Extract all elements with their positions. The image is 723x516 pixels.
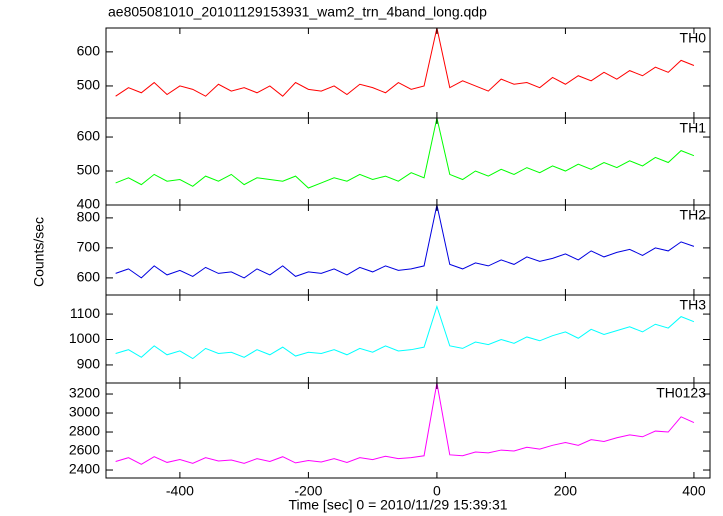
panel-frame — [105, 294, 711, 384]
panel-frame — [105, 117, 711, 206]
y-tick-label: 600 — [77, 43, 101, 59]
panel-frame — [105, 27, 711, 119]
panel-label: TH2 — [680, 207, 707, 223]
y-tick-label: 2800 — [69, 423, 100, 439]
x-tick-label: 400 — [682, 483, 706, 499]
x-tick-label: 0 — [433, 483, 441, 499]
y-tick-label: 1100 — [70, 305, 100, 321]
y-tick-label: 500 — [77, 162, 101, 178]
y-axis-label: Counts/sec — [31, 217, 47, 287]
y-tick-label: 2400 — [69, 461, 100, 477]
y-tick-label: 600 — [77, 128, 101, 144]
y-tick-label: 2600 — [69, 442, 100, 458]
x-axis-label: Time [sec] 0 = 2010/11/29 15:39:31 — [288, 497, 507, 513]
x-tick-label: -200 — [294, 483, 322, 499]
y-tick-label: 500 — [77, 77, 101, 93]
panel-label: TH0123 — [656, 385, 706, 401]
data-line — [115, 304, 695, 360]
y-tick-label: 900 — [77, 356, 101, 372]
panel-label: TH3 — [680, 297, 707, 313]
panel-label: TH0 — [680, 30, 707, 46]
y-tick-label: 800 — [77, 209, 101, 225]
data-line — [115, 204, 695, 279]
data-line — [115, 27, 695, 97]
x-tick-label: -400 — [166, 483, 194, 499]
y-tick-label: 3000 — [69, 404, 100, 420]
panel-frame — [105, 204, 711, 296]
y-tick-label: 1000 — [69, 330, 100, 346]
panel-frame — [105, 382, 711, 479]
data-line — [115, 117, 695, 189]
y-tick-label: 600 — [77, 269, 101, 285]
chart-title: ae805081010_20101129153931_wam2_trn_4ban… — [108, 4, 487, 20]
y-tick-label: 400 — [77, 196, 101, 212]
x-tick-label: 200 — [554, 483, 578, 499]
data-line — [115, 382, 695, 465]
panel-label: TH1 — [680, 120, 707, 136]
y-tick-label: 3200 — [69, 385, 100, 401]
y-tick-label: 700 — [77, 239, 101, 255]
